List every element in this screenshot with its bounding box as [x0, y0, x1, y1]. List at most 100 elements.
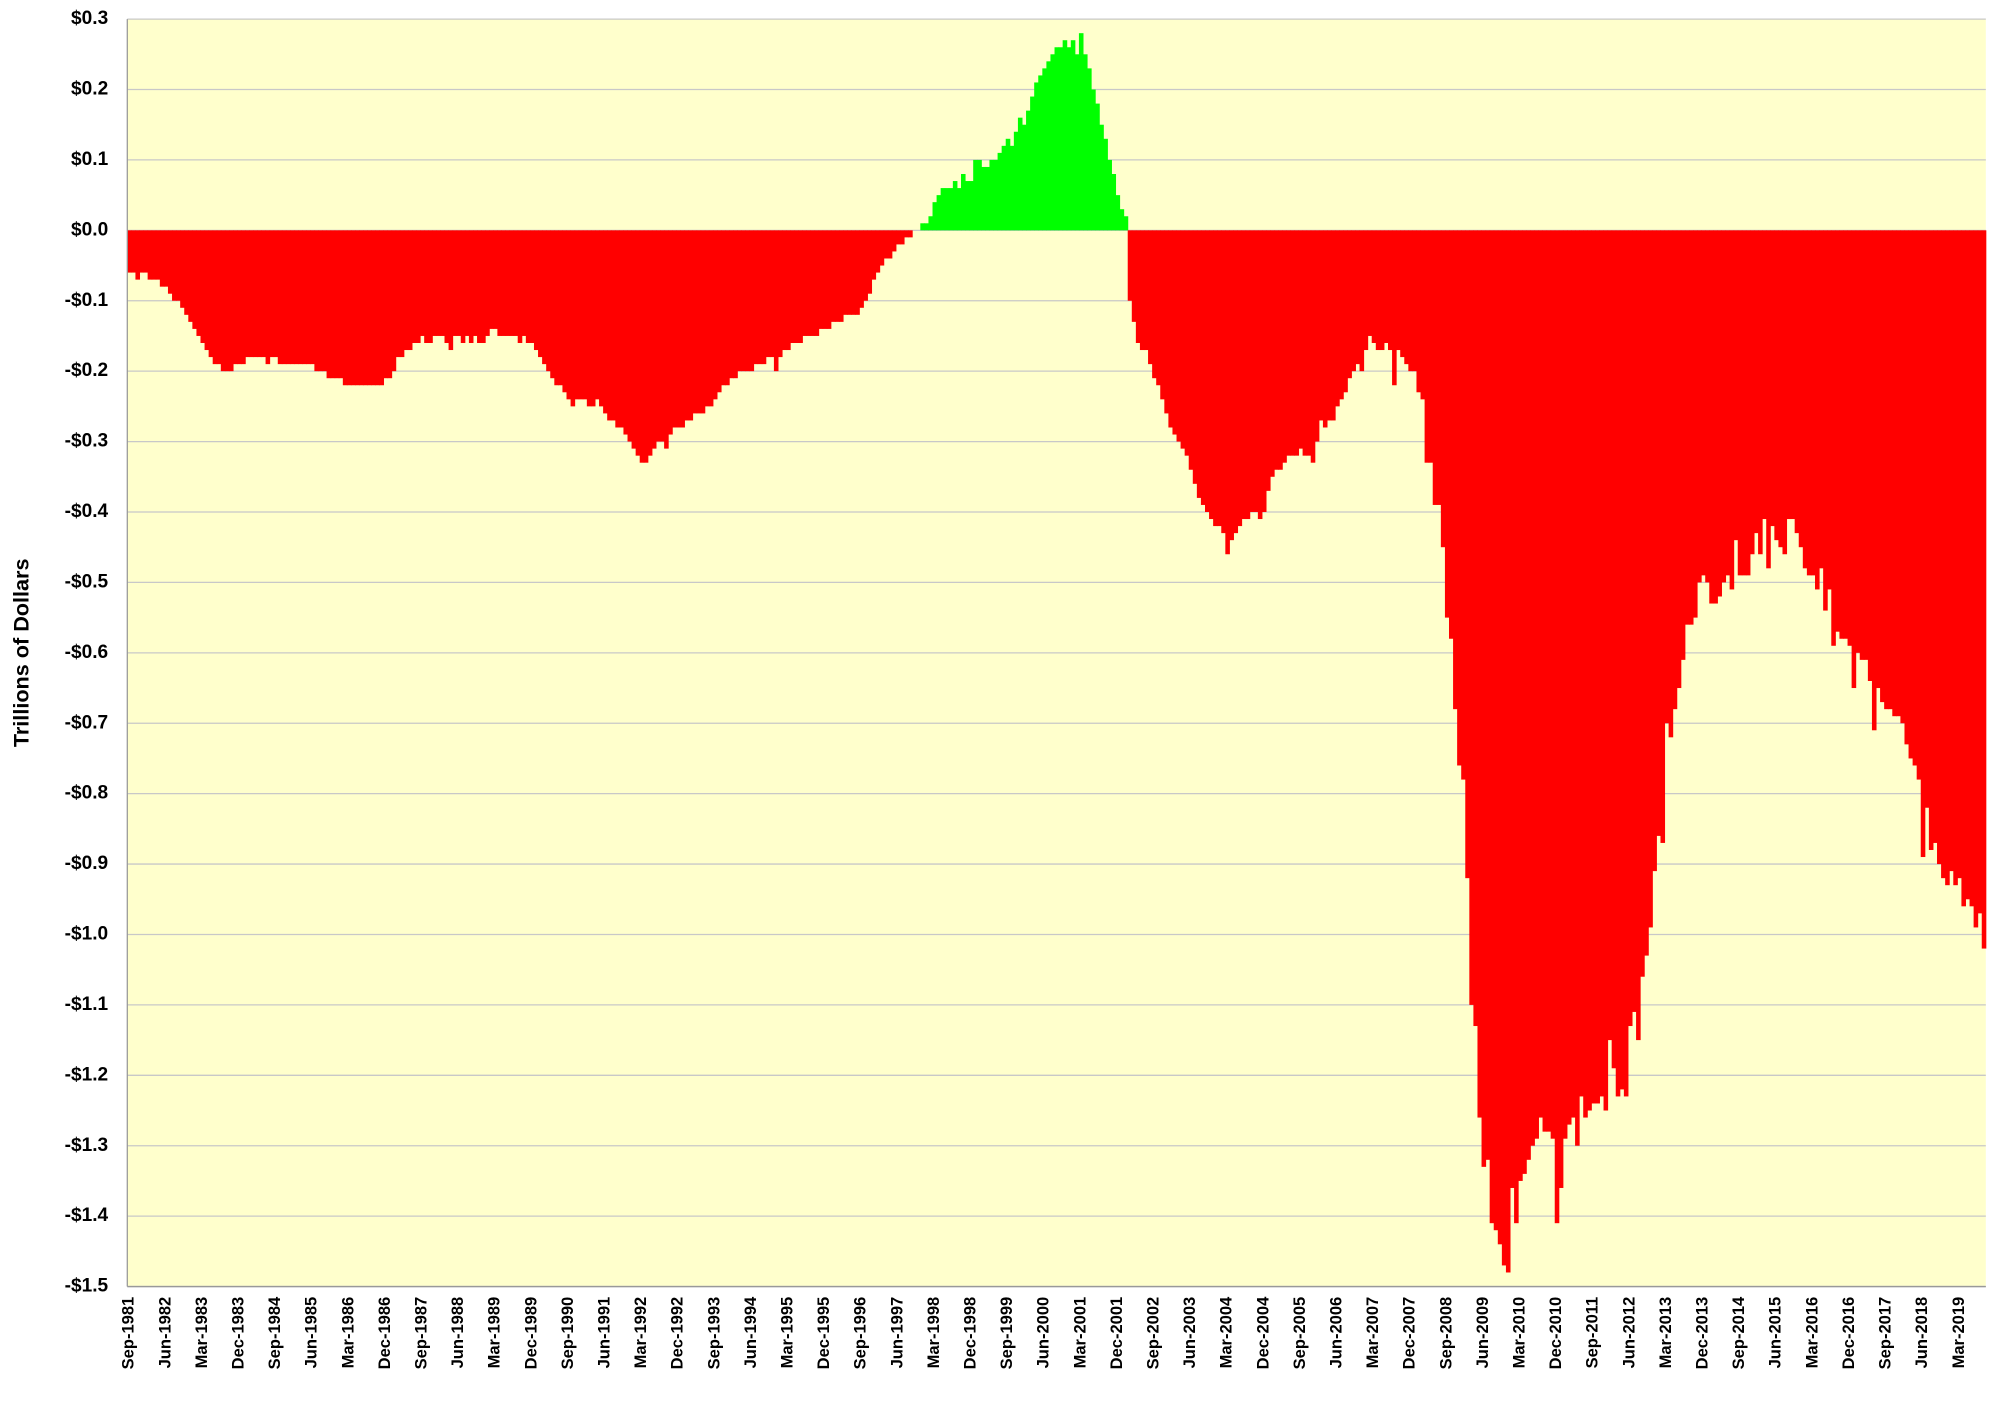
bar: [1965, 230, 1971, 900]
bar: [1473, 230, 1478, 1027]
bar: [131, 230, 136, 273]
bar: [1937, 230, 1942, 865]
bar: [241, 230, 246, 365]
bar: [1603, 230, 1609, 1111]
bar: [1310, 230, 1316, 463]
bar: [538, 230, 543, 358]
bar: [1461, 230, 1466, 780]
bar: [1115, 195, 1121, 231]
bar: [342, 230, 348, 386]
bar: [977, 159, 982, 231]
bar: [1782, 230, 1788, 555]
bar: [806, 230, 812, 336]
bar: [1091, 89, 1096, 231]
bar: [550, 230, 555, 379]
bar: [1204, 230, 1210, 512]
bar: [525, 230, 531, 343]
x-tick-label: Jun-2015: [1766, 1297, 1785, 1369]
bar: [1546, 230, 1552, 1132]
bar: [1762, 230, 1767, 520]
bar: [1969, 230, 1975, 907]
bar: [1900, 230, 1905, 724]
bar: [603, 230, 608, 414]
bar: [1623, 230, 1629, 1097]
bar: [1884, 230, 1889, 710]
bar: [1449, 230, 1454, 639]
bar: [1786, 230, 1792, 520]
bar: [269, 230, 275, 358]
bar: [1774, 230, 1779, 541]
bar: [1331, 230, 1336, 421]
bar: [1510, 230, 1515, 1188]
bar: [151, 230, 157, 280]
bar: [1961, 230, 1966, 907]
bar: [562, 230, 568, 393]
bar: [155, 230, 161, 280]
bar: [1664, 230, 1670, 724]
bar: [1766, 230, 1771, 569]
bar: [1347, 230, 1352, 379]
bar: [867, 230, 873, 294]
bar: [1274, 230, 1279, 470]
bar: [1672, 230, 1678, 710]
bar: [1794, 230, 1800, 534]
bar: [1465, 230, 1470, 879]
bar: [1148, 230, 1153, 365]
bar: [704, 230, 710, 407]
bar: [1160, 230, 1165, 400]
bar: [822, 230, 828, 329]
bar: [899, 230, 905, 245]
x-tick-label: Dec-1986: [375, 1297, 394, 1370]
bar: [1400, 230, 1405, 358]
x-tick-label: Sep-1981: [119, 1297, 138, 1370]
bar: [1522, 230, 1527, 1174]
bar: [220, 230, 226, 372]
bar: [566, 230, 572, 400]
bar: [1070, 40, 1076, 231]
bar: [607, 230, 612, 421]
bar: [1981, 230, 1987, 949]
bar: [965, 181, 970, 231]
bar: [477, 230, 482, 343]
bar: [1192, 230, 1198, 484]
bar: [1436, 230, 1442, 505]
bar: [1802, 230, 1808, 569]
bar: [594, 230, 600, 400]
bar: [1363, 230, 1369, 351]
bar: [1139, 230, 1145, 351]
bar: [1798, 230, 1804, 548]
x-tick-label: Sep-1996: [851, 1297, 870, 1370]
bar: [1611, 230, 1617, 1069]
bar: [1656, 230, 1661, 836]
bar: [1143, 230, 1149, 351]
bar: [1188, 230, 1194, 470]
y-tick-label: $0.2: [71, 79, 108, 100]
bar: [1648, 230, 1653, 928]
bar: [1111, 174, 1117, 231]
bar: [375, 230, 380, 386]
bar: [830, 230, 836, 322]
bar: [1278, 230, 1283, 470]
bar: [1168, 230, 1173, 428]
bar: [1843, 230, 1849, 639]
bar: [1424, 230, 1430, 463]
bar: [281, 230, 287, 365]
bar: [1859, 230, 1865, 660]
bar: [1737, 230, 1743, 576]
bar: [440, 230, 446, 336]
bar: [1343, 230, 1348, 393]
bar: [948, 188, 954, 231]
x-tick-label: Mar-1989: [485, 1297, 504, 1369]
bar: [1233, 230, 1239, 534]
bar: [277, 230, 283, 365]
bar: [200, 230, 206, 343]
x-tick-label: Sep-2008: [1436, 1297, 1455, 1370]
bar: [424, 230, 429, 343]
x-tick-label: Jun-2006: [1327, 1297, 1346, 1369]
bar: [851, 230, 856, 315]
bar: [542, 230, 547, 365]
bar: [1977, 230, 1983, 914]
bar: [1200, 230, 1206, 505]
bar: [1758, 230, 1763, 555]
bar: [216, 230, 222, 365]
